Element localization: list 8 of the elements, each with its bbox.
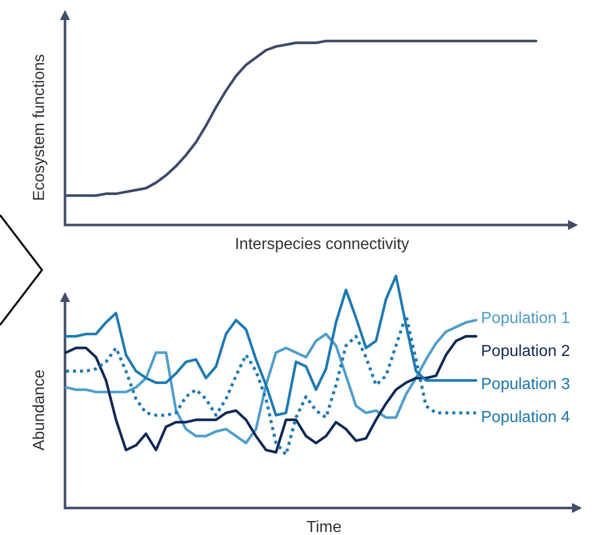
y-axis-title: Abundance xyxy=(31,369,48,450)
series-label: Population 3 xyxy=(481,376,570,393)
x-axis-title: Time xyxy=(306,519,342,535)
series-label: Population 4 xyxy=(481,409,570,426)
series-label: Population 1 xyxy=(481,310,570,327)
series-label: Population 2 xyxy=(481,343,570,360)
x-axis-title: Interspecies connectivity xyxy=(234,236,410,253)
y-axis-title: Ecosystem functions xyxy=(31,54,48,201)
